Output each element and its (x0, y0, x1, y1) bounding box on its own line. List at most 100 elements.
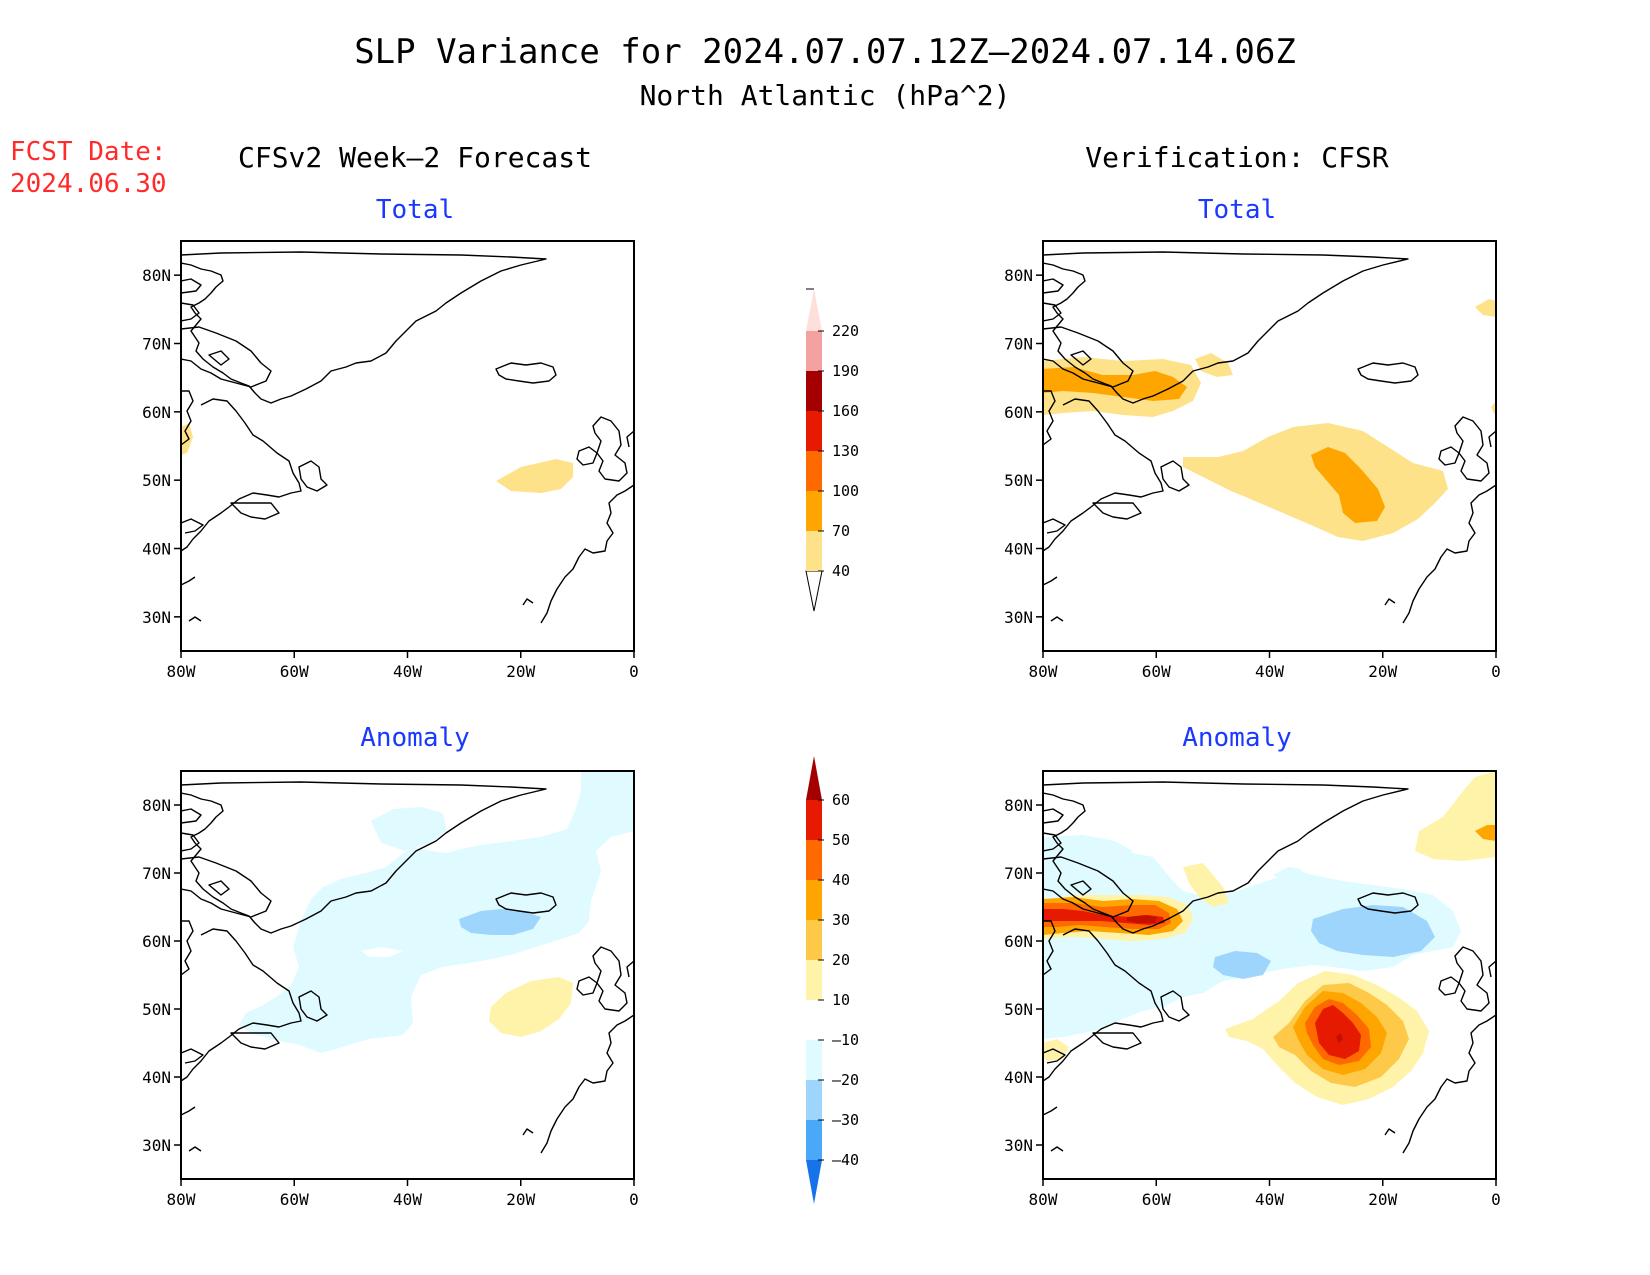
lat-tick-label-forecast-anomaly: 70N (142, 864, 171, 883)
lon-tick-label-forecast-total: 60W (280, 662, 309, 681)
colorbar-anomaly-swatch (806, 1080, 822, 1120)
lat-tick-label-forecast-anomaly: 60N (142, 932, 171, 951)
lat-tick-label-forecast-total: 30N (142, 608, 171, 627)
colorbar-anomaly: 60 50 40 30 20 10 —10 —20 —30 —40 (806, 756, 859, 1204)
shade-verification-total-yellow-central (1183, 423, 1448, 541)
shade-forecast-total-yellow-west (181, 423, 193, 455)
colorbar-total-swatch (806, 451, 822, 491)
lat-tick-label-verification-anomaly: 80N (1004, 796, 1033, 815)
lon-tick-label-forecast-anomaly: 40W (393, 1190, 422, 1209)
colorbar-anomaly-label: —20 (832, 1071, 859, 1089)
colorbar-anomaly-label: 60 (832, 791, 850, 809)
lat-tick-label-verification-anomaly: 70N (1004, 864, 1033, 883)
colorbar-total-swatch (806, 491, 822, 531)
lon-tick-label-forecast-total: 40W (393, 662, 422, 681)
colorbar-anomaly-label: 50 (832, 831, 850, 849)
axes-ticks: 80N 70N 60N 50N 40N 30N 80W 60W 40W 20W 0 80N 70N 60N… (142, 266, 1501, 1209)
lat-tick-label-forecast-anomaly: 40N (142, 1068, 171, 1087)
colorbar-anomaly-label: 40 (832, 871, 850, 889)
lat-tick-label-verification-anomaly: 40N (1004, 1068, 1033, 1087)
lon-tick-label-verification-total: 20W (1368, 662, 1397, 681)
colorbar-anomaly-swatch (806, 880, 822, 920)
map-forecast-anomaly (180, 770, 635, 1180)
colorbar-anomaly-upper-triangle (806, 756, 822, 800)
lat-tick-label-forecast-anomaly: 30N (142, 1136, 171, 1155)
column-title-verification: Verification: CFSR (1085, 141, 1389, 174)
lat-tick-label-forecast-anomaly: 80N (142, 796, 171, 815)
colorbar-anomaly-swatch (806, 1120, 822, 1160)
shade-forecast-anomaly-white-island (361, 947, 403, 957)
lat-tick-label-forecast-total: 80N (142, 266, 171, 285)
colorbar-total-label: 220 (832, 322, 859, 340)
shade-verification-anomaly-blue-central (1213, 951, 1271, 979)
shade-forecast-anomaly-blue (459, 909, 541, 935)
shade-verification-anomaly-blue-east (1311, 905, 1435, 957)
lat-tick-label-forecast-total: 60N (142, 403, 171, 422)
shade-verification-anomaly-yellow-greenland (1183, 863, 1229, 907)
lat-tick-label-verification-total: 80N (1004, 266, 1033, 285)
lon-tick-label-forecast-anomaly: 0 (629, 1190, 639, 1209)
lat-tick-label-verification-total: 60N (1004, 403, 1033, 422)
shade-verification-anomaly-darkred-labrador (1127, 915, 1157, 923)
shade-verification-total-orange-central (1311, 447, 1385, 523)
colorbar-anomaly-swatch (806, 1040, 822, 1080)
map-verification-anomaly (1042, 770, 1497, 1180)
map-frame-forecast-total (180, 240, 635, 652)
colorbar-anomaly-label: 10 (832, 991, 850, 1009)
colorbar-total-upper-triangle (806, 289, 822, 331)
colorbar-anomaly-swatch (806, 840, 822, 880)
panel-label-forecast-total: Total (376, 195, 454, 225)
lon-tick-label-forecast-anomaly: 60W (280, 1190, 309, 1209)
lat-tick-label-forecast-total: 50N (142, 471, 171, 490)
colorbar-total-label: 40 (832, 562, 850, 580)
colorbar-total-swatch (806, 371, 822, 411)
lat-tick-label-verification-total: 50N (1004, 471, 1033, 490)
shade-verification-total-orange-labrador (1043, 367, 1187, 401)
shade-forecast-anomaly-yellow (489, 977, 573, 1037)
panel-label-verification-total: Total (1198, 195, 1276, 225)
panel-label-verification-anomaly: Anomaly (1182, 723, 1292, 753)
colorbar-anomaly-lower-triangle (806, 1160, 822, 1204)
colorbar-total-swatch (806, 331, 822, 371)
lon-tick-label-verification-total: 80W (1029, 662, 1058, 681)
colorbar-anomaly-label: —40 (832, 1151, 859, 1169)
fcst-date-label: FCST Date: (10, 137, 167, 167)
figure-title: SLP Variance for 2024.07.07.12Z—2024.07.… (354, 32, 1296, 72)
lat-tick-label-verification-anomaly: 30N (1004, 1136, 1033, 1155)
colorbar-anomaly-swatch (806, 1000, 822, 1040)
panel-label-forecast-anomaly: Anomaly (360, 723, 470, 753)
lon-tick-label-forecast-total: 20W (506, 662, 535, 681)
lon-tick-label-verification-anomaly: 60W (1142, 1190, 1171, 1209)
lon-tick-label-verification-anomaly: 0 (1491, 1190, 1501, 1209)
shade-verification-total-yellow-e (1491, 401, 1496, 417)
lat-tick-label-verification-total: 70N (1004, 335, 1033, 354)
shade-forecast-total-yellow (496, 459, 573, 493)
lat-tick-label-verification-anomaly: 50N (1004, 1000, 1033, 1019)
figure-subtitle: North Atlantic (hPa^2) (640, 79, 1011, 112)
fcst-date-value: 2024.06.30 (10, 169, 167, 199)
lon-tick-label-verification-total: 60W (1142, 662, 1171, 681)
lon-tick-label-forecast-total: 80W (167, 662, 196, 681)
colorbar-total: 40 70 100 130 160 190 220 (805, 288, 859, 612)
lon-tick-label-forecast-anomaly: 80W (167, 1190, 196, 1209)
colorbar-total-swatch (806, 411, 822, 451)
colorbar-total-label: 190 (832, 362, 859, 380)
shade-verification-total-yellow-ne (1475, 299, 1496, 317)
lat-tick-label-verification-total: 30N (1004, 608, 1033, 627)
lat-tick-label-forecast-anomaly: 50N (142, 1000, 171, 1019)
shade-verification-anomaly-red-central (1315, 1005, 1361, 1059)
lat-tick-label-forecast-total: 70N (142, 335, 171, 354)
colorbar-total-swatch (806, 531, 822, 571)
shade-verification-anomaly-orange-ne (1475, 825, 1496, 841)
shade-verification-anomaly-lightblue-top (1043, 835, 1133, 867)
lon-tick-label-verification-total: 40W (1255, 662, 1284, 681)
colorbar-anomaly-swatch (806, 960, 822, 1000)
colorbar-total-label: 100 (832, 482, 859, 500)
lon-tick-label-forecast-anomaly: 20W (506, 1190, 535, 1209)
lon-tick-label-forecast-total: 0 (629, 662, 639, 681)
colorbar-total-label: 130 (832, 442, 859, 460)
colorbar-anomaly-label: —10 (832, 1031, 859, 1049)
lon-tick-label-verification-anomaly: 80W (1029, 1190, 1058, 1209)
lat-tick-label-verification-total: 40N (1004, 540, 1033, 559)
lat-tick-label-forecast-total: 40N (142, 540, 171, 559)
